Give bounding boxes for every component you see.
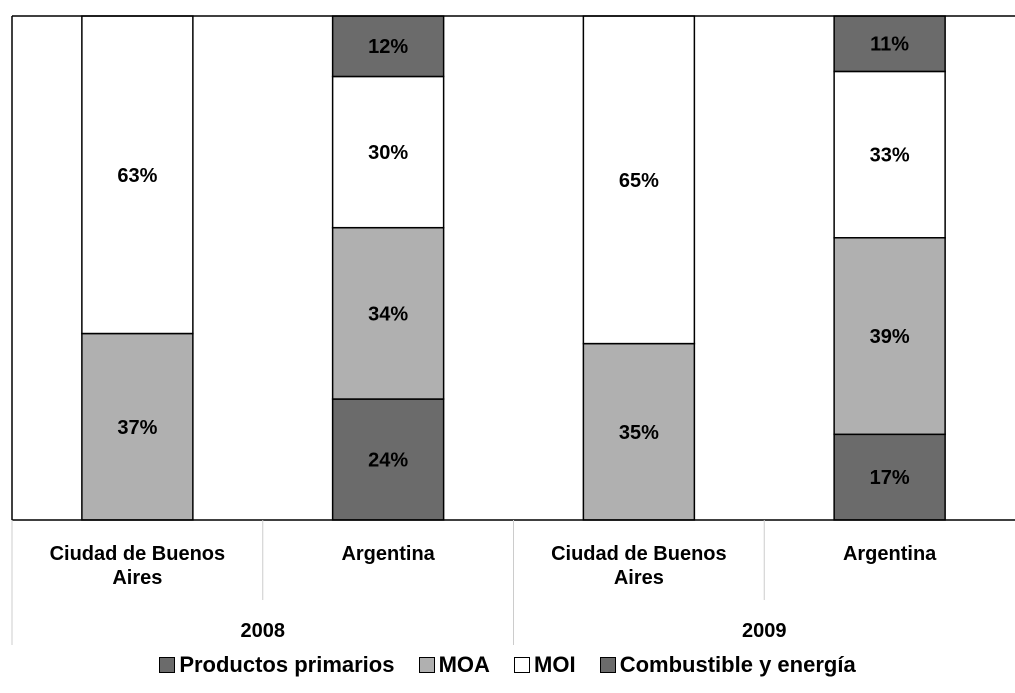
bar-segment-combustible-y-energia-2: [331, 15, 445, 78]
data-label-combustible-y-energia-2: 12%: [368, 36, 408, 58]
legend-item-moi: MOI: [514, 652, 576, 678]
legend-label-combustible-y-energia: Combustible y energía: [619, 652, 856, 677]
bar-segment-moa-2: [331, 226, 445, 400]
x-tick-label-line: Ciudad de Buenos: [50, 543, 226, 565]
bars-layer: [81, 15, 946, 521]
data-label-moa-2: 34%: [368, 303, 408, 325]
data-label-combustible-y-energia-4: 11%: [870, 34, 909, 56]
axes-layer: [11, 15, 1015, 645]
legend-label-moi: MOI: [534, 652, 576, 677]
bar-segment-moi-1: [81, 15, 194, 335]
bar-segment-moi-3: [582, 15, 696, 345]
legend-swatch-moa: [418, 657, 435, 673]
data-label-moa-4: 39%: [870, 326, 910, 348]
legend-swatch-combustible-y-energia: [599, 657, 616, 673]
data-label-moa-3: 35%: [619, 422, 659, 444]
x-tick-label-4: Argentina: [843, 543, 937, 565]
bar-segment-moa-4: [833, 237, 946, 436]
data-label-productos-primarios-2: 24%: [368, 450, 408, 472]
data-label-moi-4: 33%: [870, 145, 910, 167]
legend-label-moa: MOA: [438, 652, 490, 677]
data-label-moi-3: 65%: [619, 170, 659, 192]
data-label-moi-1: 63%: [117, 165, 157, 187]
data-label-moi-2: 30%: [368, 142, 408, 164]
bar-segment-combustible-y-energia-4: [833, 15, 946, 73]
legend-item-combustible-y-energia: Combustible y energía: [599, 652, 856, 678]
x-tick-label-2: Argentina: [341, 543, 435, 565]
bar-segment-moi-2: [331, 75, 445, 229]
legend-label-productos-primarios: Productos primarios: [179, 652, 395, 677]
x-tick-label-line: Aires: [614, 567, 664, 589]
data-label-moa-1: 37%: [117, 417, 157, 439]
x-tick-label-line: Ciudad de Buenos: [551, 543, 727, 565]
labels-layer: 37% 63% 24% 34% 30% 12% 35% 65% 17% 39% 33% 11% Ciud…: [50, 34, 938, 642]
x-tick-label-line: Argentina: [341, 543, 435, 565]
legend-swatch-moi: [514, 657, 531, 673]
x-tick-label-1: Ciudad de Buenos Aires: [50, 543, 226, 589]
legend-swatch-productos-primarios: [159, 657, 176, 673]
bar-segment-moa-1: [81, 332, 194, 521]
legend-item-moa: MOA: [418, 652, 490, 678]
x-group-label-2009: 2009: [742, 620, 787, 642]
bar-segment-moi-4: [833, 70, 946, 239]
x-tick-label-3: Ciudad de Buenos Aires: [551, 543, 727, 589]
x-tick-label-line: Argentina: [843, 543, 937, 565]
legend: Productos primarios MOA MOI Combustible …: [0, 652, 1015, 678]
stacked-bar-chart: 37% 63% 24% 34% 30% 12% 35% 65% 17% 39% 33% 11% Ciud…: [11, 15, 1015, 645]
data-label-productos-primarios-4: 17%: [870, 467, 910, 489]
legend-item-productos-primarios: Productos primarios: [159, 652, 394, 678]
x-group-label-2008: 2008: [241, 620, 286, 642]
x-tick-label-line: Aires: [112, 567, 162, 589]
